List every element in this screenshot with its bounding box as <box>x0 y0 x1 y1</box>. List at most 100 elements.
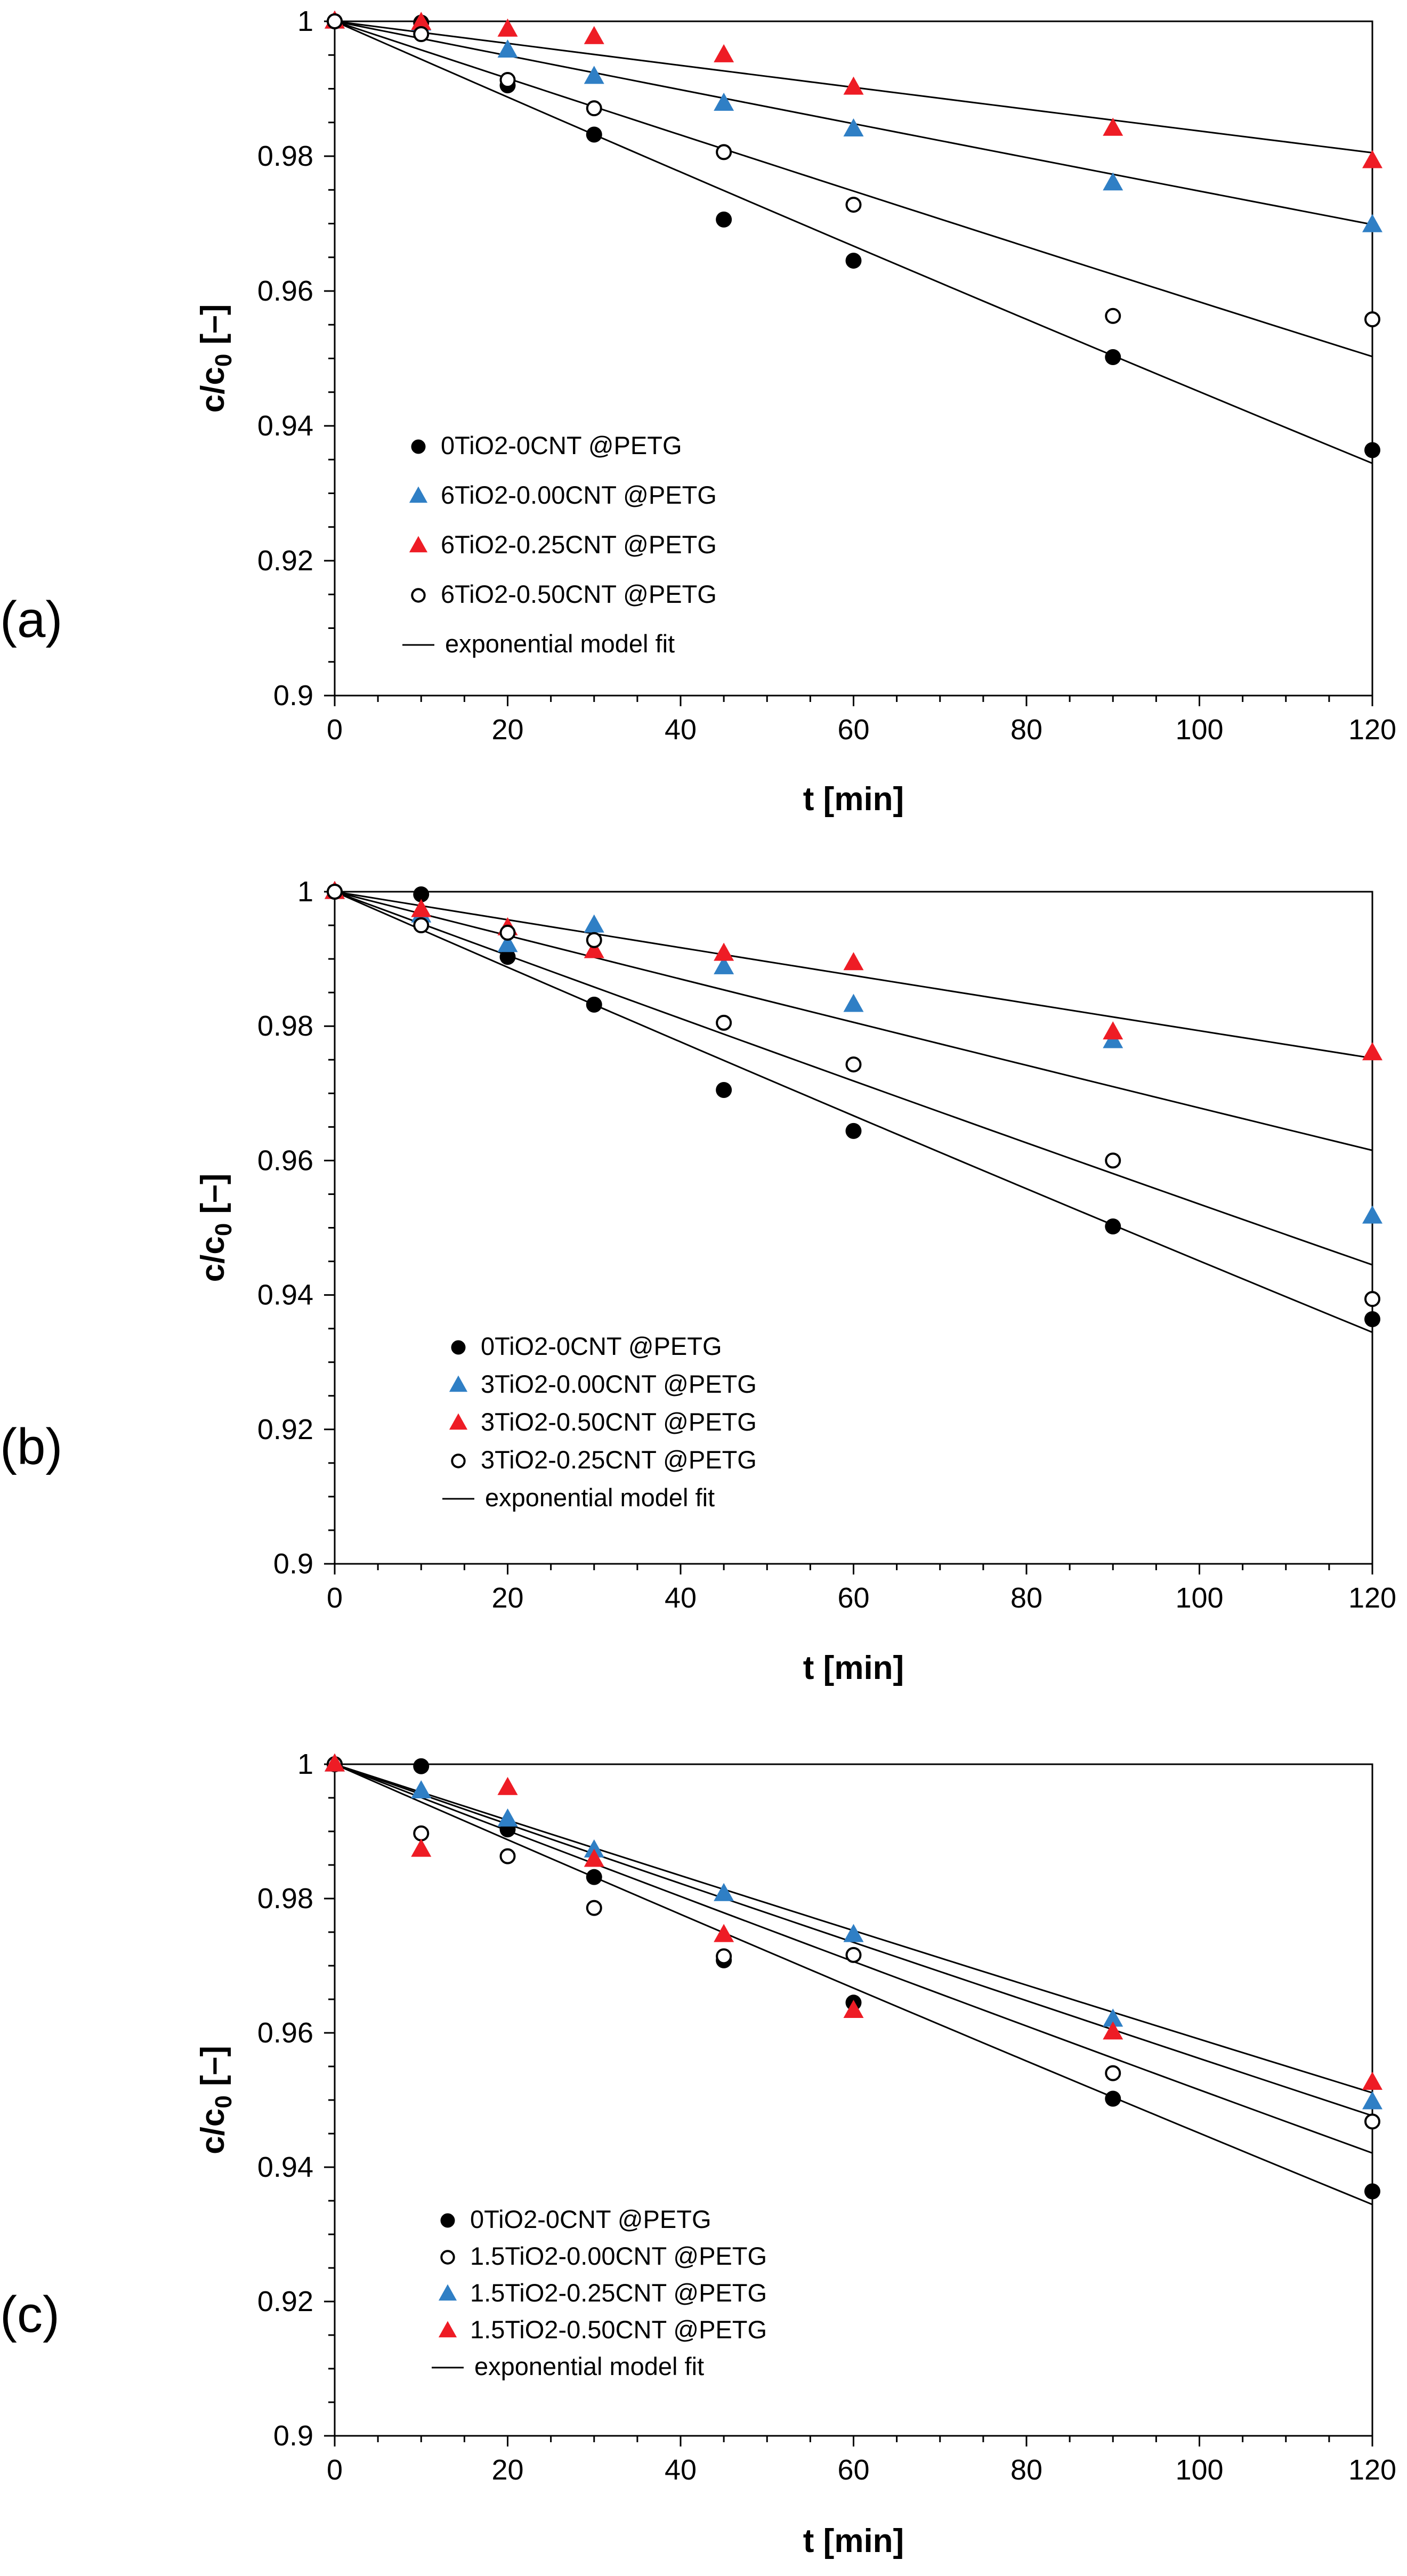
data-point <box>327 13 343 29</box>
legend-marker <box>440 2250 455 2265</box>
data-point <box>497 1808 518 1827</box>
data-point <box>584 66 604 84</box>
legend-label: 1.5TiO2-0.00CNT @PETG <box>470 2242 767 2270</box>
y-tick-label: 0.96 <box>257 275 313 307</box>
fit-line <box>334 891 1373 1151</box>
x-tick-label: 40 <box>665 2454 697 2486</box>
legend: 0TiO2-0CNT @PETG 1.5TiO2-0.00CNT @PETG 1.5… <box>432 2205 767 2380</box>
legend-marker <box>409 536 428 553</box>
series-3 <box>325 1753 1382 2110</box>
legend-label: 0TiO2-0CNT @PETG <box>441 431 682 459</box>
legend-label: 6TiO2-0.50CNT @PETG <box>441 580 717 608</box>
y-axis-title: c/c0 [–] <box>195 304 237 413</box>
x-tick-label: 20 <box>491 1582 523 1614</box>
data-point <box>714 92 734 111</box>
x-tick-label: 100 <box>1175 714 1223 746</box>
legend-marker <box>409 486 428 503</box>
data-point <box>843 1924 864 1942</box>
chart-panel-2: 0 20 40 60 80 100 120 0.9 0.92 0.94 0.96 0.98 1 t [mi… <box>0 876 1396 1686</box>
data-point <box>716 144 732 160</box>
series-1 <box>327 884 1380 1327</box>
y-tick-label: 0.92 <box>257 545 313 577</box>
x-tick-label: 80 <box>1010 1582 1042 1614</box>
data-point <box>714 942 734 961</box>
data-point <box>845 1123 862 1139</box>
legend-label: exponential model fit <box>474 2352 704 2380</box>
y-axis-title: c/c0 [–] <box>195 1174 237 1282</box>
data-point <box>1105 2065 1121 2081</box>
y-tick-label: 0.94 <box>257 2151 313 2183</box>
data-point <box>499 72 516 88</box>
data-point <box>584 26 604 44</box>
data-point <box>1103 117 1123 136</box>
x-tick-label: 20 <box>491 2454 523 2486</box>
chart-panel-3: 0 20 40 60 80 100 120 0.9 0.92 0.94 0.96 0.98 1 t [mi… <box>0 1748 1396 2559</box>
y-tick-label: 0.98 <box>257 140 313 172</box>
y-tick-label: 0.92 <box>257 2286 313 2317</box>
legend-marker <box>438 2321 457 2338</box>
data-point <box>1103 172 1123 191</box>
data-point <box>716 1081 732 1098</box>
x-tick-label: 80 <box>1010 2454 1042 2486</box>
data-point <box>1105 1218 1121 1234</box>
x-tick-label: 100 <box>1175 2454 1223 2486</box>
x-tick-label: 20 <box>491 714 523 746</box>
data-point <box>584 940 604 958</box>
legend-label: 1.5TiO2-0.50CNT @PETG <box>470 2315 767 2344</box>
data-point <box>1362 2071 1382 2090</box>
data-point <box>413 1758 430 1774</box>
legend: 0TiO2-0CNT @PETG 6TiO2-0.00CNT @PETG 6TiO2… <box>402 431 717 658</box>
x-tick-label: 120 <box>1348 1582 1396 1614</box>
x-tick-label: 60 <box>837 714 869 746</box>
legend-label: exponential model fit <box>485 1483 715 1512</box>
series-2 <box>325 881 1382 1224</box>
data-point <box>497 1776 518 1795</box>
legend-marker <box>411 588 426 603</box>
x-tick-label: 120 <box>1348 714 1396 746</box>
data-point <box>325 1753 345 1772</box>
y-tick-label: 1 <box>297 876 313 908</box>
data-point <box>411 12 432 30</box>
series-4 <box>325 1753 1382 2090</box>
legend-label: 3TiO2-0.50CNT @PETG <box>481 1408 757 1436</box>
data-point <box>584 914 604 933</box>
x-tick-label: 80 <box>1010 714 1042 746</box>
x-tick-label: 40 <box>665 1582 697 1614</box>
data-point <box>411 1838 432 1857</box>
legend-label: 0TiO2-0CNT @PETG <box>481 1332 722 1360</box>
data-point <box>413 917 430 934</box>
data-point <box>845 1947 862 1963</box>
fit-line <box>334 891 1373 1266</box>
data-point <box>1105 2090 1121 2107</box>
data-point <box>1364 442 1380 458</box>
data-point <box>586 996 602 1013</box>
data-point <box>843 952 864 971</box>
data-point <box>499 949 516 965</box>
data-point <box>499 1848 516 1864</box>
y-tick-label: 0.92 <box>257 1414 313 1446</box>
data-point <box>586 932 602 948</box>
data-point <box>584 1848 604 1867</box>
data-point <box>586 100 602 117</box>
y-tick-label: 0.94 <box>257 1279 313 1311</box>
y-tick-label: 0.96 <box>257 1144 313 1176</box>
fit-line <box>334 1763 1373 2206</box>
y-tick-label: 0.9 <box>273 680 313 712</box>
data-point <box>586 1900 602 1916</box>
data-point <box>1362 1205 1382 1224</box>
panel-label: (c) <box>0 2286 60 2343</box>
legend-label: 3TiO2-0.25CNT @PETG <box>481 1446 757 1474</box>
data-point <box>1362 214 1382 232</box>
fit-line <box>334 891 1373 1059</box>
data-point <box>1362 1042 1382 1061</box>
data-point <box>1105 349 1121 365</box>
legend-label: 6TiO2-0.00CNT @PETG <box>441 481 717 509</box>
y-tick-label: 1 <box>297 5 313 37</box>
data-point <box>1364 1311 1380 1327</box>
data-point <box>497 39 518 58</box>
data-point <box>413 26 430 43</box>
legend: 0TiO2-0CNT @PETG 3TiO2-0.00CNT @PETG 3TiO2… <box>442 1332 757 1512</box>
data-point <box>1105 308 1121 324</box>
data-point <box>716 211 732 228</box>
data-point <box>843 2000 864 2018</box>
